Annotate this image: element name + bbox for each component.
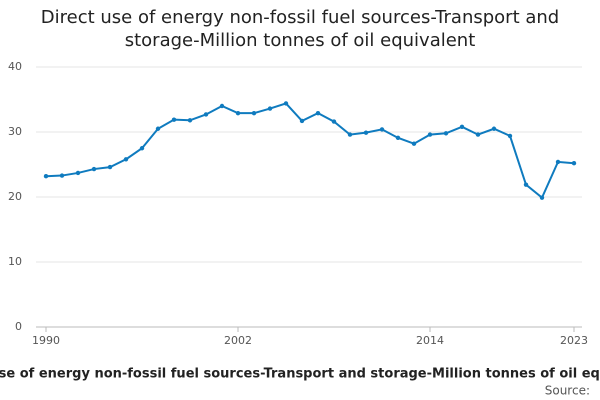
line [45,102,575,200]
y-tick-label: 20 [8,190,22,203]
y-tick-label: 30 [8,125,22,138]
point [283,101,289,106]
point [75,170,81,176]
point [203,112,209,117]
point [219,103,225,109]
point [427,132,433,137]
point [155,126,161,131]
chart-title: Direct use of energy non-fossil fuel sou… [40,7,560,51]
point [107,164,113,170]
point [363,130,369,135]
point [507,133,513,139]
point [331,119,337,124]
point [187,118,193,123]
point [235,110,241,116]
point [571,161,577,166]
point [59,173,65,178]
point [347,132,353,137]
point [267,106,273,111]
point [411,141,417,146]
point [91,166,97,172]
point [539,195,545,200]
point [251,110,257,116]
y-tick-label: 40 [8,60,22,73]
y-tick-label: 0 [15,320,22,333]
point [475,132,481,137]
x-tick-label: 2023 [560,334,588,347]
point [491,126,497,131]
point [379,127,385,132]
point [315,110,321,116]
x-tick-label: 2014 [416,334,444,347]
source: Source: [545,384,590,398]
point [459,124,465,129]
point [555,159,561,165]
point [139,146,145,151]
x-tick-label: 2002 [224,334,252,347]
y-tick-label: 10 [8,255,22,268]
point [299,118,305,124]
point [523,182,529,187]
x-axis-label: Direct use of energy non-fossil fuel sou… [0,367,600,382]
point [443,131,449,136]
point [43,174,49,179]
x-tick-label: 1990 [32,334,60,347]
point [171,117,177,122]
point [395,135,401,141]
point [123,157,129,162]
